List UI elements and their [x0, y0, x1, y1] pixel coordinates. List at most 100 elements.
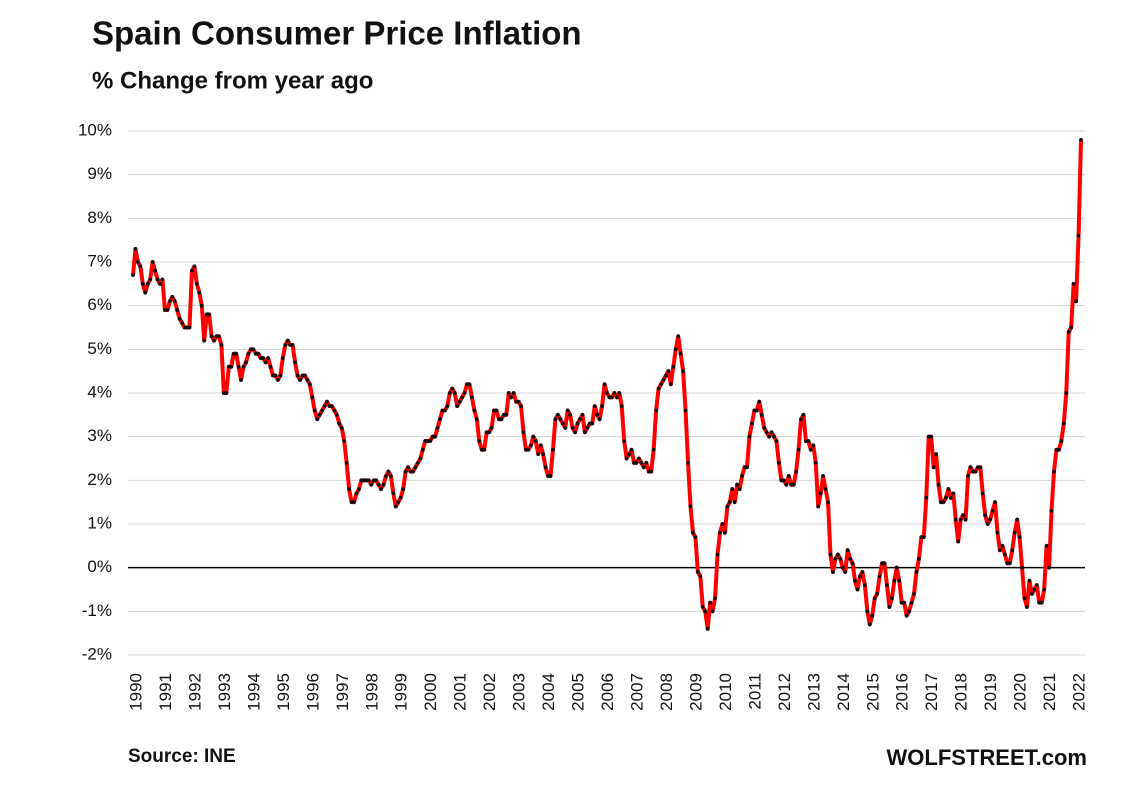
data-point [614, 395, 619, 400]
data-point [1044, 543, 1049, 548]
data-point [563, 426, 568, 430]
data-point [347, 487, 352, 491]
data-point [1061, 421, 1066, 426]
data-point [936, 482, 941, 487]
data-point [931, 465, 936, 470]
data-point [855, 587, 860, 592]
data-point [234, 351, 239, 356]
data-point [509, 395, 514, 400]
data-point [578, 417, 582, 422]
data-point [160, 277, 165, 282]
data-point [973, 469, 978, 474]
data-point [816, 504, 821, 509]
data-point [929, 434, 934, 439]
data-point [745, 465, 749, 470]
y-tick-label: 0% [87, 557, 112, 576]
data-point [312, 408, 317, 413]
data-point [654, 408, 659, 413]
data-point [968, 465, 973, 470]
x-tick-label: 2016 [893, 673, 912, 711]
data-point [1056, 447, 1061, 452]
data-point [995, 530, 1000, 535]
data-point [722, 530, 727, 535]
data-point [907, 609, 911, 614]
data-point [732, 500, 737, 505]
data-point [676, 334, 681, 339]
x-tick-label: 2010 [716, 673, 735, 711]
data-point [808, 447, 813, 452]
data-point [401, 487, 406, 491]
data-point [148, 277, 153, 282]
data-point [887, 605, 892, 609]
data-point [772, 434, 776, 439]
data-point [551, 447, 555, 452]
x-tick-label: 2019 [981, 673, 1000, 711]
x-tick-label: 2017 [922, 673, 941, 711]
data-point [357, 487, 361, 491]
data-point [590, 421, 595, 426]
data-point [860, 570, 865, 574]
x-tick-label: 1990 [126, 673, 145, 711]
data-point [710, 609, 715, 614]
data-point [649, 469, 654, 474]
y-tick-label: 8% [87, 208, 112, 227]
data-point [445, 404, 450, 408]
data-point [651, 447, 656, 452]
y-tick-label: 7% [87, 251, 112, 270]
x-tick-label: 2007 [627, 673, 646, 711]
data-point [460, 395, 464, 400]
data-point [885, 583, 889, 588]
data-point [276, 378, 280, 382]
data-point [573, 430, 577, 435]
data-point [1079, 137, 1083, 142]
data-point [246, 351, 251, 356]
data-point [826, 500, 830, 505]
data-point [396, 500, 401, 505]
data-point [850, 561, 855, 566]
data-point [467, 382, 472, 387]
data-point [777, 460, 781, 465]
data-point [1064, 391, 1069, 395]
data-point [455, 404, 460, 408]
data-point [582, 430, 587, 435]
data-point [511, 391, 516, 395]
data-point [990, 509, 995, 513]
data-point [307, 382, 312, 387]
data-point [450, 386, 455, 391]
data-point [398, 495, 403, 500]
data-point [217, 334, 221, 339]
data-point [580, 412, 585, 417]
data-point [695, 570, 700, 574]
data-point [720, 522, 725, 526]
data-point [553, 417, 558, 422]
data-point [506, 391, 511, 395]
data-point [914, 570, 919, 574]
data-point [315, 417, 320, 422]
data-point [831, 570, 835, 574]
data-point [811, 443, 816, 448]
data-point [322, 404, 327, 408]
data-point [418, 456, 423, 461]
data-point [1010, 548, 1015, 553]
data-point [700, 605, 705, 609]
data-point [487, 430, 492, 435]
y-tick-label: 10% [78, 120, 112, 139]
data-point [452, 391, 457, 395]
data-point [337, 421, 342, 426]
data-point [516, 399, 521, 404]
data-point [993, 500, 997, 505]
data-point [303, 373, 307, 378]
data-point [637, 456, 641, 461]
data-point [691, 530, 695, 535]
data-point [413, 465, 418, 470]
data-point [548, 474, 553, 478]
data-point [241, 364, 246, 369]
data-point [538, 443, 543, 448]
data-point [519, 404, 523, 408]
data-point [415, 460, 420, 465]
x-tick-label: 1998 [362, 673, 381, 711]
data-point [801, 412, 806, 417]
data-point [1059, 439, 1064, 443]
data-point [605, 391, 609, 395]
